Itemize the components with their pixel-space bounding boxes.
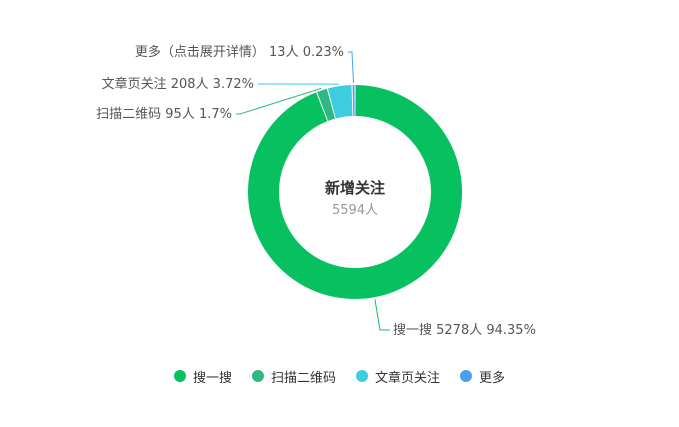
center-title: 新增关注	[325, 179, 385, 197]
legend-item-article[interactable]: 文章页关注	[356, 367, 440, 386]
legend-marker	[356, 370, 368, 382]
label-more[interactable]: 更多（点击展开详情） 13人 0.23%	[135, 44, 344, 60]
leader-line	[348, 51, 354, 84]
legend-item-qrcode[interactable]: 扫描二维码	[251, 367, 336, 386]
legend-item-more[interactable]: 更多	[460, 367, 505, 386]
legend-marker	[173, 370, 186, 382]
label-search: 搜一搜 5278人 94.35%	[393, 323, 536, 338]
legend-label: 搜一搜	[192, 370, 232, 386]
legend-marker	[460, 370, 473, 382]
legend-label: 扫描二维码	[270, 370, 336, 386]
chart-legend: 搜一搜 扫描二维码 文章页关注 更多	[0, 364, 679, 388]
slice-qrcode[interactable]	[317, 88, 336, 121]
legend-label: 文章页关注	[375, 370, 441, 386]
legend-marker	[251, 370, 264, 382]
label-qrcode: 扫描二维码 95人 1.7%	[96, 107, 232, 122]
leader-line	[236, 87, 322, 115]
slice-article[interactable]	[327, 85, 353, 119]
label-article: 文章页关注 208人 3.72%	[102, 76, 254, 92]
label-leader-lines	[236, 51, 390, 331]
slice-labels: 搜一搜 5278人 94.35% 扫描二维码 95人 1.7% 文章页关注 208人…	[96, 44, 536, 338]
legend-label: 更多	[479, 370, 506, 386]
legend-item-search[interactable]: 搜一搜	[173, 367, 232, 386]
center-value: 5594人	[332, 203, 378, 218]
slice-more[interactable]	[352, 85, 355, 117]
donut-slices	[248, 85, 462, 299]
leader-line	[374, 299, 390, 331]
